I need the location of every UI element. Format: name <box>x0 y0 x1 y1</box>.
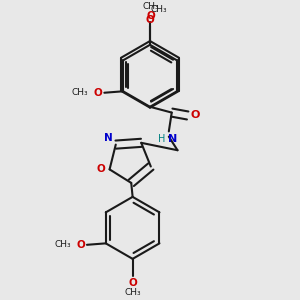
Text: CH₃: CH₃ <box>72 88 88 97</box>
Text: O: O <box>128 278 137 288</box>
Text: O: O <box>77 240 85 250</box>
Text: O: O <box>190 110 200 121</box>
Text: H: H <box>158 134 165 144</box>
Text: CH₃: CH₃ <box>124 288 141 297</box>
Text: O: O <box>146 14 154 25</box>
Text: O: O <box>93 88 102 98</box>
Text: O: O <box>147 11 155 21</box>
Text: N: N <box>168 134 177 144</box>
Text: O: O <box>97 164 106 174</box>
Text: N: N <box>103 133 112 143</box>
Text: CH₃: CH₃ <box>54 240 71 249</box>
Text: CH₃: CH₃ <box>143 2 160 11</box>
Text: CH₃: CH₃ <box>151 5 167 14</box>
